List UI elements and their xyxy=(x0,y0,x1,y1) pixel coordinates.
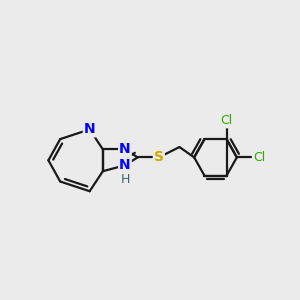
Text: N: N xyxy=(119,142,131,156)
Text: H: H xyxy=(120,173,130,186)
Text: N: N xyxy=(84,122,95,136)
Text: N: N xyxy=(119,158,131,172)
Text: Cl: Cl xyxy=(220,114,233,127)
Text: S: S xyxy=(154,150,164,164)
Text: Cl: Cl xyxy=(253,151,265,164)
